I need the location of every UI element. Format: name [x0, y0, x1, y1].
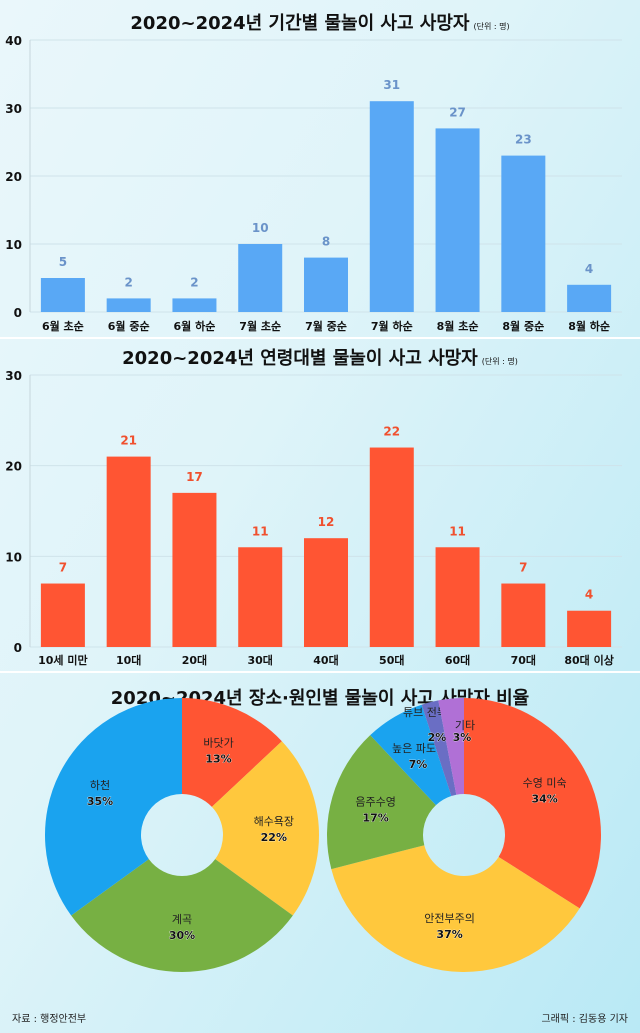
slice-percent: 34%: [531, 793, 557, 806]
pie-slice: [45, 698, 182, 916]
x-tick-label: 40대: [313, 653, 338, 667]
bar: [238, 244, 283, 312]
x-tick-label: 6월 중순: [108, 319, 150, 333]
chart-title-1: 2020~2024년 기간별 물놀이 사고 사망자 (단위 : 명): [130, 13, 509, 34]
x-tick-label: 60대: [445, 653, 470, 667]
y-tick-label: 10: [5, 550, 22, 564]
slice-label: 수영 미숙: [523, 777, 567, 790]
y-tick-label: 0: [14, 641, 22, 655]
pie-slice: [331, 845, 580, 973]
slice-label: 해수욕장: [254, 814, 294, 828]
pie-slice: [464, 698, 601, 909]
bar: [369, 101, 414, 312]
slice-percent: 35%: [87, 795, 113, 808]
data-label: 7: [519, 561, 527, 575]
data-label: 5: [59, 255, 67, 269]
x-tick-label: 70대: [511, 653, 536, 667]
bar: [172, 298, 217, 312]
bar: [567, 610, 612, 647]
slice-percent: 3%: [453, 731, 472, 744]
slice-label: 계곡: [172, 913, 192, 926]
bar: [40, 583, 85, 647]
data-label: 2: [124, 275, 132, 289]
data-label: 21: [120, 434, 137, 448]
bar: [567, 284, 612, 312]
data-label: 4: [585, 262, 593, 276]
pie-slice: [421, 700, 457, 797]
data-label: 4: [585, 588, 593, 602]
y-tick-label: 20: [5, 460, 22, 474]
x-tick-label: 7월 중순: [305, 319, 347, 333]
x-tick-label: 50대: [379, 653, 404, 667]
bar: [501, 583, 546, 647]
x-tick-label: 6월 초순: [42, 319, 84, 333]
y-tick-label: 20: [5, 170, 22, 184]
slice-percent: 7%: [409, 758, 428, 771]
data-label: 22: [383, 425, 400, 439]
slice-label: 높은 파도: [392, 742, 436, 755]
pie-slice: [327, 735, 436, 870]
data-label: 11: [252, 524, 269, 538]
pie-slice: [182, 698, 282, 807]
data-label: 11: [449, 524, 466, 538]
slice-label: 하천: [90, 778, 110, 792]
slice-label: 기타: [455, 719, 475, 732]
data-label: 7: [59, 561, 67, 575]
y-tick-label: 0: [14, 306, 22, 320]
slice-label: 음주수영: [355, 795, 395, 808]
data-label: 17: [186, 470, 203, 484]
x-tick-label: 10세 미만: [38, 653, 88, 667]
source-note: 자료 : 행정안전부: [12, 1014, 87, 1025]
x-tick-label: 20대: [182, 653, 207, 667]
data-label: 10: [252, 221, 269, 235]
y-tick-label: 30: [5, 102, 22, 116]
x-tick-label: 10대: [116, 653, 141, 667]
bar: [304, 538, 348, 647]
pie-slice: [211, 741, 319, 916]
bar: [304, 257, 348, 312]
bar: [172, 492, 217, 647]
pie-slice: [370, 704, 452, 806]
bar: [435, 128, 480, 312]
slice-label: 바닷가: [203, 737, 233, 750]
x-tick-label: 7월 하순: [371, 319, 413, 333]
slice-percent: 17%: [362, 811, 388, 824]
data-label: 23: [515, 133, 532, 147]
x-tick-label: 8월 중순: [502, 319, 544, 333]
y-tick-label: 40: [5, 34, 22, 48]
bar: [369, 447, 414, 647]
data-label: 8: [322, 235, 330, 249]
slice-percent: 2%: [428, 731, 447, 744]
slice-label: 안전부주의: [424, 912, 475, 925]
slice-percent: 30%: [169, 929, 195, 942]
x-tick-label: 30대: [248, 653, 273, 667]
x-tick-label: 8월 초순: [437, 319, 479, 333]
bar: [435, 547, 480, 647]
y-tick-label: 30: [5, 369, 22, 383]
bar: [501, 155, 546, 312]
chart-title-2: 2020~2024년 연령대별 물놀이 사고 사망자 (단위 : 명): [122, 348, 518, 369]
x-tick-label: 7월 초순: [239, 319, 281, 333]
credit-note: 그래픽 : 김동용 기자: [541, 1014, 628, 1025]
data-label: 2: [190, 275, 198, 289]
x-tick-label: 80대 이상: [564, 653, 614, 667]
data-label: 27: [449, 105, 466, 119]
data-label: 31: [383, 78, 400, 92]
slice-percent: 13%: [205, 753, 231, 766]
bar: [106, 456, 151, 647]
x-tick-label: 6월 하순: [174, 319, 216, 333]
slice-percent: 22%: [261, 831, 287, 844]
slice-percent: 37%: [436, 928, 462, 941]
bar: [238, 547, 283, 647]
pie-slice: [438, 698, 464, 795]
bar: [106, 298, 151, 312]
y-tick-label: 10: [5, 238, 22, 252]
pie-slice: [71, 859, 293, 972]
x-tick-label: 8월 하순: [568, 319, 610, 333]
bar: [40, 278, 85, 312]
data-label: 12: [318, 515, 335, 529]
slice-label: 튜브 전복: [403, 706, 447, 719]
